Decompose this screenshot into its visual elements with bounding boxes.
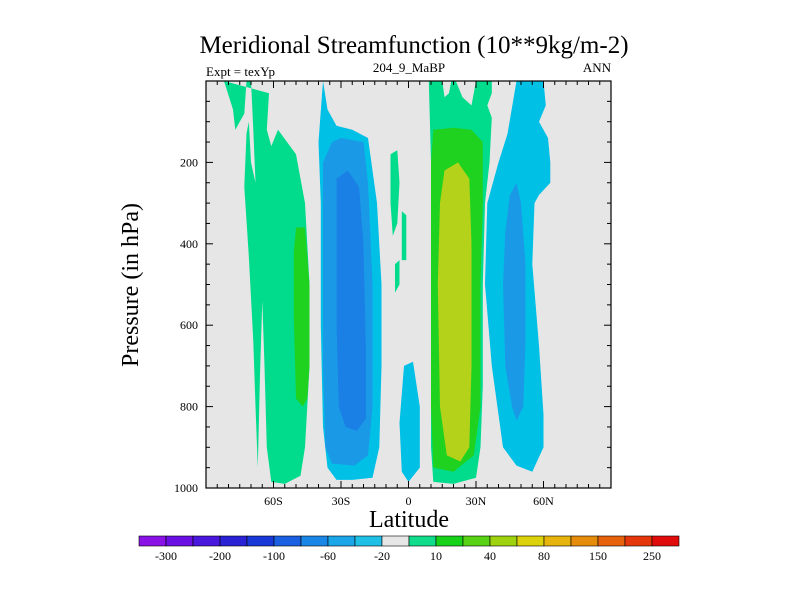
colorbar-swatch [651,535,680,547]
contour-region-1 [293,227,310,407]
colorbar-swatch [381,535,410,547]
colorbar-swatch [543,535,572,547]
x-axis-label: Latitude [369,507,449,533]
x-tick-label: 60N [533,494,554,508]
colorbar-swatch [462,535,491,547]
colorbar-label: 250 [643,549,661,563]
colorbar: -300 -200 -100 -60 -20 10 40 80 150 250 [138,535,680,563]
chart-subtitle-right: ANN [583,60,612,75]
y-axis-label: Pressure (in hPa) [118,203,144,367]
y-tick-label: 400 [180,237,198,251]
colorbar-label: -100 [263,549,285,563]
colorbar-label: -60 [320,549,336,563]
chart-subtitle-center: 204_9_MaBP [373,60,445,75]
x-tick-label: 0 [406,494,412,508]
colorbar-swatch [138,535,167,547]
colorbar-label: 10 [430,549,442,563]
colorbar-swatch [246,535,275,547]
contour-region-10 [503,182,526,421]
contour-region-7 [399,361,420,482]
y-tick-label: 200 [180,155,198,169]
colorbar-label: 40 [484,549,496,563]
x-tick-label: 60S [264,494,283,508]
colorbar-swatch [489,535,518,547]
x-tick-label: 30S [332,494,351,508]
colorbar-swatch [165,535,194,547]
chart-title: Meridional Streamfunction (10**9kg/m-2) [199,32,628,59]
colorbar-label: 80 [538,549,550,563]
contour-region-0 [224,81,310,484]
plot-area [205,80,612,489]
colorbar-swatch [624,535,653,547]
contour-region-4 [336,170,366,431]
colorbar-swatch [408,535,437,547]
contour-region-5 [390,150,400,236]
colorbar-label: -300 [155,549,177,563]
colorbar-swatch [192,535,221,547]
colorbar-label: 150 [589,549,607,563]
chart-subtitle-left: Expt = texYp [206,64,275,79]
colorbar-swatch [327,535,356,547]
y-tick-label: 600 [180,318,198,332]
y-tick-label: 1000 [174,481,198,495]
axis-ticks: 60S 30S 0 30N 60N 200 400 600 800 1000 [174,80,612,508]
y-tick-label: 800 [180,400,198,414]
colorbar-swatch [570,535,599,547]
contour-region-6 [395,260,400,293]
contour-region-13 [437,162,472,462]
contour-fills [224,81,551,484]
colorbar-swatch [516,535,545,547]
colorbar-swatch [300,535,329,547]
colorbar-swatch [219,535,248,547]
colorbar-swatch [435,535,464,547]
x-tick-label: 30N [466,494,487,508]
colorbar-label: -200 [209,549,231,563]
colorbar-swatch [597,535,626,547]
colorbar-label: -20 [374,549,390,563]
colorbar-swatch [273,535,302,547]
contour-region-8 [401,211,407,261]
colorbar-swatch [354,535,383,547]
